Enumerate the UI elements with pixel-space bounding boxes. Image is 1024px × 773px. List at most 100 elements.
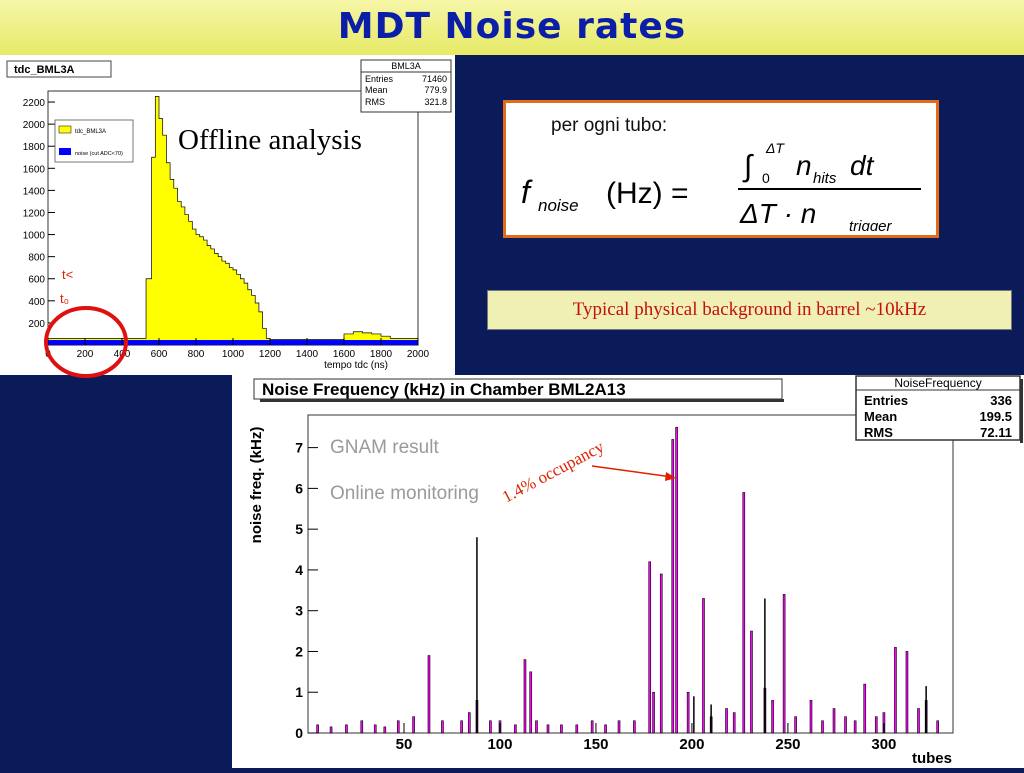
formula-int-upper: ΔT [765, 141, 785, 156]
hist2-xlabel: tubes [912, 750, 952, 767]
online-bar [633, 720, 636, 734]
hist1-xtick-label: 400 [114, 349, 131, 360]
online-bar [750, 630, 753, 734]
offline-analysis-label: Offline analysis [178, 124, 362, 156]
online-bar [725, 708, 728, 734]
occupancy-arrow [591, 465, 673, 478]
hist1-ytick-label: 600 [28, 275, 45, 286]
online-bar [671, 439, 675, 734]
noise-frequency-panel: Noise Frequency (kHz) in Chamber BML2A13… [232, 375, 1024, 768]
hist1-xtick-label: 1600 [333, 349, 356, 360]
online-bar [905, 651, 909, 734]
online-bar [782, 594, 786, 734]
hist2-stats-k1: Mean [864, 409, 897, 424]
online-bar [412, 716, 415, 734]
tdc-histogram-chart: tdc_BML3A 200 400 600 800 1000 1200 1400 1600 18… [0, 55, 455, 375]
t-zero-marker: t₀ [60, 291, 69, 306]
hist1-ytick-label: 1000 [23, 231, 46, 242]
legend1-item-1: noise (cut ADC<70) [75, 151, 123, 157]
hist2-stats-v2: 72.11 [980, 425, 1012, 440]
hist1-ytick-label: 1800 [23, 142, 46, 153]
hist1-xtick-label: 800 [188, 349, 205, 360]
hist1-stats-v2: 321.8 [424, 97, 447, 107]
online-bar [345, 724, 348, 734]
noise-formula: f noise (Hz) = ∫ ΔT 0 n hits dt ΔT · n t… [521, 141, 921, 231]
hist1-xlabel: tempo tdc (ns) [324, 360, 388, 371]
hist1-xtick-label: 1200 [259, 349, 282, 360]
hist1-ytick-label: 2000 [23, 120, 46, 131]
online-bar [373, 724, 377, 734]
hist1-xtick-label: 600 [151, 349, 168, 360]
hist1-ytick-label: 800 [28, 253, 45, 264]
online-bar [742, 492, 746, 734]
hist2-stats-box: NoiseFrequency Entries 336 Mean 199.5 RM… [855, 375, 1023, 443]
hist1-xtick-label: 200 [77, 349, 94, 360]
legend1-blue-swatch [59, 148, 71, 155]
online-bar [863, 683, 867, 734]
online-bar [936, 720, 939, 734]
hist1-xtick-label: 1000 [222, 349, 245, 360]
online-bar [427, 655, 431, 734]
online-bar [489, 720, 492, 734]
online-bar [590, 720, 594, 734]
online-bar [794, 716, 797, 734]
online-bar [675, 426, 678, 734]
hist1-stats-k0: Entries [365, 74, 394, 84]
hist1-legend: tdc_BML3A noise (cut ADC<70) [54, 119, 134, 163]
hist1-ytick-label: 2200 [23, 98, 46, 109]
online-bar [383, 726, 387, 734]
online-bar [441, 720, 444, 734]
hist1-ytick-label: 1200 [23, 208, 46, 219]
online-bar [617, 720, 621, 734]
hist2-title: Noise Frequency (kHz) in Chamber BML2A13 [262, 380, 626, 399]
online-bar [732, 712, 736, 734]
hist1-stats-name: BML3A [391, 61, 421, 71]
occupancy-arrowhead [665, 472, 676, 481]
noise-frequency-chart: Noise Frequency (kHz) in Chamber BML2A13… [232, 375, 1024, 768]
hist2-xtick-label: 100 [487, 736, 512, 753]
slide-title: MDT Noise rates [337, 6, 687, 47]
online-bar [604, 724, 607, 734]
formula-lhs-unit: (Hz) = [606, 177, 689, 210]
hist2-ytick-label: 2 [295, 643, 303, 659]
online-bar [316, 724, 319, 734]
formula-lhs: f [521, 174, 533, 210]
typical-background-note: Typical physical background in barrel ~1… [487, 290, 1012, 330]
hist1-yellow-series [47, 96, 419, 346]
hist2-stats-k2: RMS [864, 425, 893, 440]
hist1-xtick-label: 0 [45, 349, 51, 360]
hist1-ytick-label: 1600 [23, 164, 46, 175]
legend1-item-0: tdc_BML3A [75, 129, 106, 135]
online-bar [396, 720, 400, 734]
hist1-xtick-label: 1400 [296, 349, 319, 360]
hist2-stats-name: NoiseFrequency [894, 376, 981, 390]
online-bar [523, 659, 527, 734]
hist1-stats-k1: Mean [365, 85, 388, 95]
online-bar [460, 720, 463, 734]
hist1-stats-v0: 71460 [422, 74, 447, 84]
online-bar [771, 700, 774, 734]
online-bar [894, 647, 897, 734]
online-bar [844, 716, 847, 734]
online-bar [659, 573, 663, 734]
online-bar [652, 691, 655, 734]
online-bar [832, 708, 836, 734]
hist2-title-shadow [260, 399, 784, 402]
hist2-xtick-label: 200 [679, 736, 704, 753]
hist2-ylabel: noise freq. (kHz) [248, 427, 265, 544]
hist2-xtick-label: 300 [871, 736, 896, 753]
hist2-ytick-label: 0 [295, 725, 303, 741]
online-bar [821, 720, 824, 734]
online-bar [702, 598, 705, 734]
hist2-stats-v0: 336 [990, 393, 1012, 408]
hist2-xtick-label: 50 [396, 736, 413, 753]
title-bar [0, 0, 1024, 55]
legend2-gnam: GNAM result [330, 437, 439, 458]
hist2-ytick-label: 7 [295, 440, 303, 456]
hist2-frame [307, 414, 954, 734]
formula-num-n: n [796, 150, 812, 181]
hist2-ytick-label: 3 [295, 603, 303, 619]
hist1-title-box [6, 60, 112, 78]
legend1-yellow-swatch [58, 125, 72, 134]
legend2-online: Online monitoring [330, 483, 479, 504]
